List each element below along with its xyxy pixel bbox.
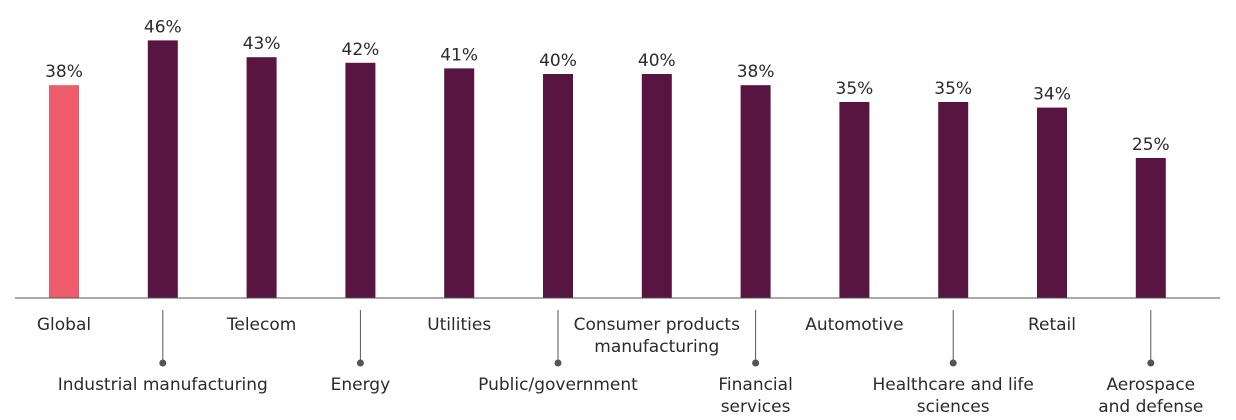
value-label-financial-services: 38% (737, 62, 775, 82)
value-label-aerospace-and-defense: 25% (1132, 135, 1170, 155)
category-label-automotive: Automotive (805, 315, 903, 335)
leader-dot-public-government (554, 359, 562, 367)
bar-public-government (543, 74, 573, 298)
value-label-consumer-products-manufacturing: 40% (638, 51, 676, 71)
value-label-healthcare-and-life-sciences: 35% (934, 79, 972, 99)
bar-utilities (444, 68, 475, 299)
bar-automotive (839, 102, 870, 298)
leader-dot-aerospace-and-defense (1147, 359, 1155, 367)
category-label-public-government: Public/government (478, 375, 638, 395)
category-label-healthcare-and-life-sciences-line-1: Healthcare and life (873, 375, 1034, 395)
category-label-consumer-products-manufacturing-line-2: manufacturing (594, 337, 719, 357)
value-label-automotive: 35% (836, 79, 874, 99)
category-label-consumer-products-manufacturing-line-1: Consumer products (574, 315, 740, 335)
bar-global (49, 85, 79, 298)
value-label-utilities: 41% (440, 45, 478, 65)
category-label-financial-services-line-1: Financial (718, 375, 792, 395)
leader-dot-financial-services (752, 359, 760, 367)
bars-layer (49, 40, 1166, 299)
value-label-telecom: 43% (243, 34, 281, 54)
value-label-energy: 42% (342, 40, 380, 60)
leader-dot-industrial-manufacturing (159, 359, 167, 367)
category-label-retail: Retail (1028, 315, 1076, 335)
bar-aerospace-and-defense (1135, 158, 1166, 298)
labels-layer: 38% Global 46% Industrial manufacturing 43% T… (37, 17, 1204, 417)
category-label-utilities: Utilities (427, 315, 491, 335)
bar-financial-services (740, 85, 771, 298)
category-label-global: Global (37, 315, 91, 335)
category-label-healthcare-and-life-sciences-line-2: sciences (917, 397, 990, 417)
category-label-aerospace-and-defense-line-1: Aerospace (1106, 375, 1195, 395)
bar-retail (1037, 107, 1067, 298)
bar-telecom (246, 57, 277, 299)
value-label-industrial-manufacturing: 46% (144, 17, 182, 37)
value-label-retail: 34% (1033, 85, 1071, 105)
category-label-energy: Energy (331, 375, 391, 395)
bar-consumer-products-manufacturing (641, 74, 672, 298)
bar-energy (345, 62, 376, 298)
bar-industrial-manufacturing (147, 40, 178, 299)
category-label-financial-services-line-2: services (721, 397, 791, 417)
leader-dot-healthcare-and-life-sciences (949, 359, 957, 367)
category-label-telecom: Telecom (226, 315, 296, 335)
category-label-industrial-manufacturing: Industrial manufacturing (58, 375, 268, 395)
leader-dot-energy (356, 359, 364, 367)
category-label-aerospace-and-defense-line-2: and defense (1098, 397, 1203, 417)
bar-healthcare-and-life-sciences (938, 102, 969, 298)
value-label-public-government: 40% (539, 51, 577, 71)
value-label-global: 38% (45, 62, 83, 82)
